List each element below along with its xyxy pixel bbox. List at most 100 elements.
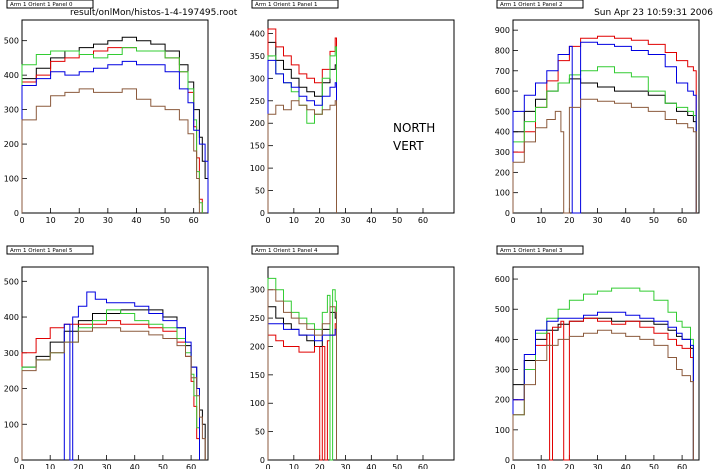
x-tick-label: 10 bbox=[289, 463, 299, 469]
series-black bbox=[21, 309, 206, 460]
panel-frame bbox=[267, 266, 455, 461]
x-tick-label: 0 bbox=[265, 463, 270, 469]
x-tick-label: 40 bbox=[130, 463, 140, 469]
series-black bbox=[21, 36, 209, 213]
y-tick-label: 0 bbox=[14, 209, 19, 218]
y-tick-label: 300 bbox=[250, 74, 265, 83]
series-green bbox=[512, 287, 694, 460]
x-tick-label: 60 bbox=[186, 463, 196, 469]
x-tick-label: 0 bbox=[265, 216, 270, 225]
x-tick-label: 10 bbox=[46, 216, 56, 225]
y-tick-label: 300 bbox=[250, 286, 265, 295]
series-blue bbox=[512, 41, 697, 214]
panel-title-box bbox=[496, 245, 584, 255]
y-tick-label: 200 bbox=[495, 396, 510, 405]
panel-title: Arm 1 Orient 1 Panel 0 bbox=[10, 2, 73, 8]
panel-title-box bbox=[251, 245, 339, 255]
series-brown bbox=[21, 327, 206, 460]
panel-frame bbox=[21, 19, 209, 214]
x-tick-label: 50 bbox=[392, 216, 402, 225]
x-tick-label: 20 bbox=[73, 463, 83, 469]
series-green bbox=[512, 66, 697, 213]
panel-title-box bbox=[6, 245, 94, 255]
x-tick-label: 0 bbox=[19, 216, 24, 225]
x-tick-label: 20 bbox=[564, 463, 574, 469]
x-tick-label: 0 bbox=[510, 463, 515, 469]
y-tick-label: 700 bbox=[495, 67, 510, 76]
x-tick-label: 30 bbox=[101, 463, 111, 469]
x-tick-label: 20 bbox=[74, 216, 84, 225]
panel-title: Arm 1 Orient 1 Panel 3 bbox=[500, 248, 563, 254]
series-blue bbox=[267, 323, 337, 460]
series-red bbox=[21, 47, 203, 213]
y-tick-label: 200 bbox=[250, 342, 265, 351]
series-blue bbox=[512, 311, 694, 460]
x-tick-label: 30 bbox=[340, 463, 350, 469]
panel-frame bbox=[21, 266, 209, 461]
y-tick-label: 400 bbox=[4, 71, 19, 80]
series-brown bbox=[512, 98, 697, 214]
file-title: result/onlMon/histos-1-4-197495.root bbox=[70, 8, 238, 18]
panel-frame bbox=[512, 19, 700, 214]
y-tick-label: 600 bbox=[495, 87, 510, 96]
panel-title: Arm 1 Orient 1 Panel 4 bbox=[255, 248, 318, 254]
panel-frame bbox=[512, 266, 700, 461]
x-tick-label: 30 bbox=[340, 216, 350, 225]
y-tick-label: 300 bbox=[4, 349, 19, 358]
panel-frame bbox=[267, 19, 455, 214]
x-tick-label: 50 bbox=[392, 463, 402, 469]
x-tick-label: 50 bbox=[160, 216, 170, 225]
y-tick-label: 500 bbox=[495, 107, 510, 116]
series-red bbox=[21, 320, 200, 460]
panel-title-box bbox=[251, 0, 339, 9]
x-tick-label: 50 bbox=[649, 463, 659, 469]
series-black bbox=[512, 317, 694, 460]
panel-title: Arm 1 Orient 1 Panel 1 bbox=[255, 2, 318, 8]
y-tick-label: 100 bbox=[250, 164, 265, 173]
y-tick-label: 100 bbox=[4, 175, 19, 184]
series-brown bbox=[267, 289, 337, 460]
y-tick-label: 0 bbox=[505, 209, 510, 218]
x-tick-label: 40 bbox=[366, 216, 376, 225]
series-blue bbox=[63, 291, 200, 461]
y-tick-label: 300 bbox=[495, 366, 510, 375]
y-tick-label: 600 bbox=[495, 275, 510, 284]
x-tick-label: 40 bbox=[621, 216, 631, 225]
series-blue bbox=[21, 60, 209, 213]
series-red bbox=[267, 323, 337, 461]
y-tick-label: 50 bbox=[255, 428, 265, 437]
y-tick-label: 0 bbox=[260, 456, 265, 465]
x-tick-label: 10 bbox=[536, 216, 546, 225]
series-green bbox=[267, 46, 337, 213]
north-label: NORTH bbox=[393, 121, 436, 135]
series-red bbox=[512, 317, 694, 461]
series-brown bbox=[512, 329, 694, 460]
x-tick-label: 30 bbox=[592, 463, 602, 469]
y-tick-label: 150 bbox=[250, 371, 265, 380]
y-tick-label: 400 bbox=[250, 29, 265, 38]
x-tick-label: 10 bbox=[45, 463, 55, 469]
y-tick-label: 200 bbox=[4, 140, 19, 149]
x-tick-label: 50 bbox=[158, 463, 168, 469]
x-tick-label: 50 bbox=[649, 216, 659, 225]
x-tick-label: 10 bbox=[289, 216, 299, 225]
y-tick-label: 250 bbox=[250, 97, 265, 106]
y-tick-label: 0 bbox=[14, 456, 19, 465]
y-tick-label: 100 bbox=[250, 399, 265, 408]
y-tick-label: 900 bbox=[495, 26, 510, 35]
y-tick-label: 0 bbox=[260, 209, 265, 218]
vert-label: VERT bbox=[393, 139, 424, 153]
y-tick-label: 300 bbox=[495, 148, 510, 157]
x-tick-label: 20 bbox=[564, 216, 574, 225]
y-tick-label: 500 bbox=[495, 305, 510, 314]
panel-title: Arm 1 Orient 1 Panel 2 bbox=[500, 2, 563, 8]
y-tick-label: 100 bbox=[495, 189, 510, 198]
series-blue bbox=[267, 59, 337, 213]
series-black bbox=[267, 41, 337, 213]
y-tick-label: 150 bbox=[250, 142, 265, 151]
x-tick-label: 60 bbox=[418, 216, 428, 225]
y-tick-label: 500 bbox=[4, 37, 19, 46]
series-black bbox=[512, 78, 697, 213]
y-tick-label: 200 bbox=[495, 168, 510, 177]
series-red bbox=[267, 28, 337, 213]
